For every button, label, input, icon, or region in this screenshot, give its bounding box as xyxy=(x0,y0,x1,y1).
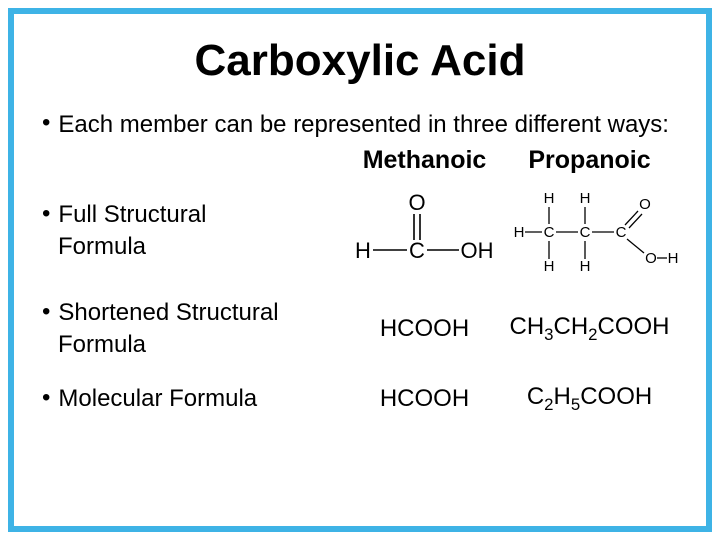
formula-text: HCOOH xyxy=(380,315,469,342)
svg-text:H: H xyxy=(355,238,371,263)
slide-title: Carboxylic Acid xyxy=(42,36,678,86)
bullet-icon: • xyxy=(42,201,50,227)
cell-methanoic-molecular: HCOOH xyxy=(342,385,507,413)
row-shortened-structural: • Shortened Structural Formula HCOOH CH3… xyxy=(42,299,678,359)
header-propanoic: Propanoic xyxy=(507,146,672,175)
label-full-structural: • Full Structural Formula xyxy=(42,201,342,261)
svg-text:O: O xyxy=(408,190,425,215)
svg-text:H: H xyxy=(580,258,591,275)
svg-text:C: C xyxy=(544,224,555,241)
cell-propanoic-full: H C C C H H H H O O H xyxy=(507,181,683,281)
row-molecular: • Molecular Formula HCOOH C2H5COOH xyxy=(42,383,678,415)
intro-bullet: • Each member can be represented in thre… xyxy=(42,110,678,142)
methanoic-structure-svg: H C O OH xyxy=(345,188,505,274)
slide-frame: Carboxylic Acid • Each member can be rep… xyxy=(8,8,712,532)
propanoic-structure-svg: H C C C H H H H O O H xyxy=(507,181,683,281)
svg-text:H: H xyxy=(514,224,525,241)
label-text: Molecular Formula xyxy=(58,385,257,413)
svg-text:H: H xyxy=(544,190,555,207)
svg-text:O: O xyxy=(639,196,651,213)
column-headers: Methanoic Propanoic xyxy=(42,146,678,175)
bullet-icon: • xyxy=(42,110,50,136)
cell-propanoic-short: CH3CH2COOH xyxy=(507,313,672,345)
header-methanoic: Methanoic xyxy=(342,146,507,175)
svg-text:C: C xyxy=(616,224,627,241)
header-spacer xyxy=(42,146,342,175)
label-text: Shortened Structural xyxy=(58,299,278,327)
bullet-icon: • xyxy=(42,385,50,411)
bullet-icon: • xyxy=(42,299,50,325)
cell-methanoic-short: HCOOH xyxy=(342,315,507,343)
label-shortened-structural: • Shortened Structural Formula xyxy=(42,299,342,359)
svg-text:OH: OH xyxy=(460,238,493,263)
cell-propanoic-molecular: C2H5COOH xyxy=(507,383,672,415)
cell-methanoic-full: H C O OH xyxy=(342,188,507,274)
svg-text:H: H xyxy=(544,258,555,275)
row-full-structural: • Full Structural Formula H C O OH xyxy=(42,181,678,281)
svg-text:H: H xyxy=(580,190,591,207)
svg-text:C: C xyxy=(409,238,425,263)
label-text-line2: Formula xyxy=(42,233,342,261)
label-text: Full Structural xyxy=(58,201,206,229)
formula-text: CH3CH2COOH xyxy=(509,313,669,340)
intro-text: Each member can be represented in three … xyxy=(58,110,669,140)
svg-text:C: C xyxy=(580,224,591,241)
svg-text:O: O xyxy=(645,250,657,267)
svg-text:H: H xyxy=(668,250,679,267)
formula-text: C2H5COOH xyxy=(527,383,652,410)
label-molecular: • Molecular Formula xyxy=(42,385,342,413)
formula-text: HCOOH xyxy=(380,385,469,412)
label-text-line2: Formula xyxy=(42,331,342,359)
